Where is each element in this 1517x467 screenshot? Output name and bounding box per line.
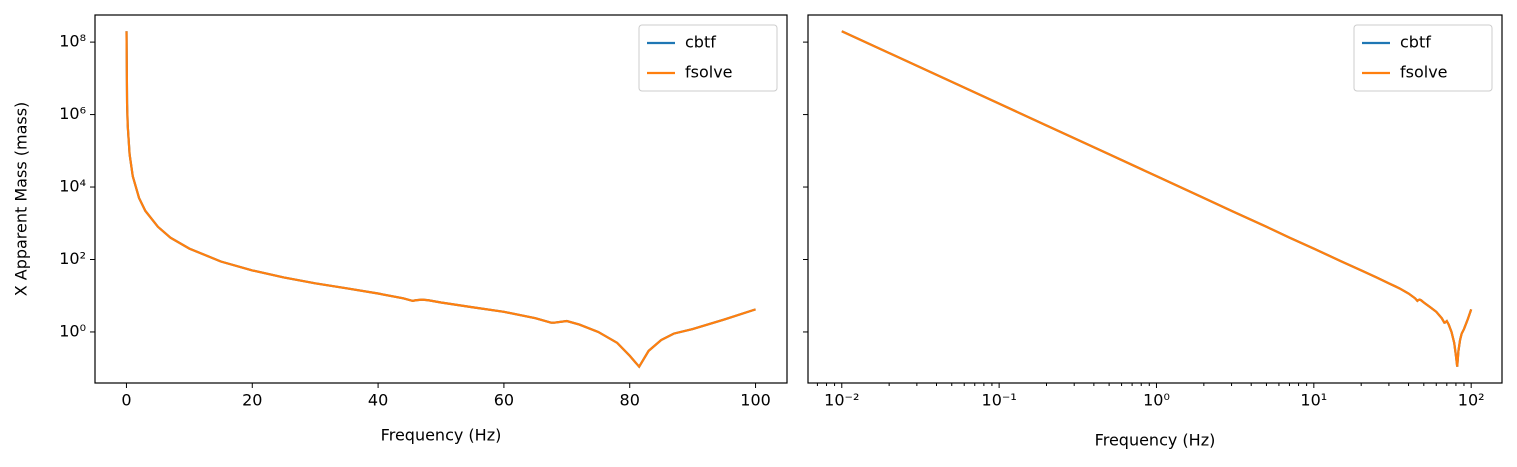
x-tick-label: 100 [740, 391, 771, 410]
y-tick-label: 10⁰ [59, 321, 86, 340]
legend-label: cbtf [685, 33, 716, 52]
x-tick-label: 80 [620, 391, 640, 410]
x-tick-label: 60 [494, 391, 514, 410]
y-axis-label: X Apparent Mass (mass) [12, 102, 31, 297]
legend-box [638, 24, 778, 92]
legend-label: fsolve [1400, 63, 1448, 82]
legend-label: fsolve [685, 63, 733, 82]
x-tick-label: 40 [368, 391, 388, 410]
x-tick-label: 10⁻¹ [982, 391, 1017, 410]
axes-frame [807, 14, 1503, 384]
x-tick-label: 10⁻² [824, 391, 859, 410]
legend: cbtf fsolve [1353, 24, 1493, 92]
x-tick-label: 10² [1458, 391, 1485, 410]
y-tick-label: 10⁶ [59, 104, 86, 123]
x-tick-label: 0 [121, 391, 131, 410]
y-tick-label: 10² [59, 249, 86, 268]
axes: 10⁻² 10⁻¹ 10⁰ 10¹ 10² Frequency (Hz) cbtf fsolv… [803, 14, 1503, 450]
legend-label: cbtf [1400, 33, 1431, 52]
y-tick-label: 10⁸ [59, 32, 86, 51]
axes-frame [94, 14, 788, 384]
series-line [841, 30, 1473, 367]
x-axis-label: Frequency (Hz) [1095, 431, 1216, 450]
x-tick-label: 20 [242, 391, 262, 410]
legend-box [1353, 24, 1493, 92]
x-tick-label: 10⁰ [1143, 391, 1170, 410]
y-tick-label: 10⁴ [59, 177, 86, 196]
x-tick-label: 10¹ [1300, 391, 1327, 410]
legend: cbtf fsolve [638, 24, 778, 92]
x-axis-label: Frequency (Hz) [381, 426, 502, 445]
series-line [125, 31, 756, 369]
axes: 0 20 40 60 80 100 10⁰ 10² 10⁴ 10⁶ 10⁸ Frequency (Hz… [12, 14, 788, 445]
